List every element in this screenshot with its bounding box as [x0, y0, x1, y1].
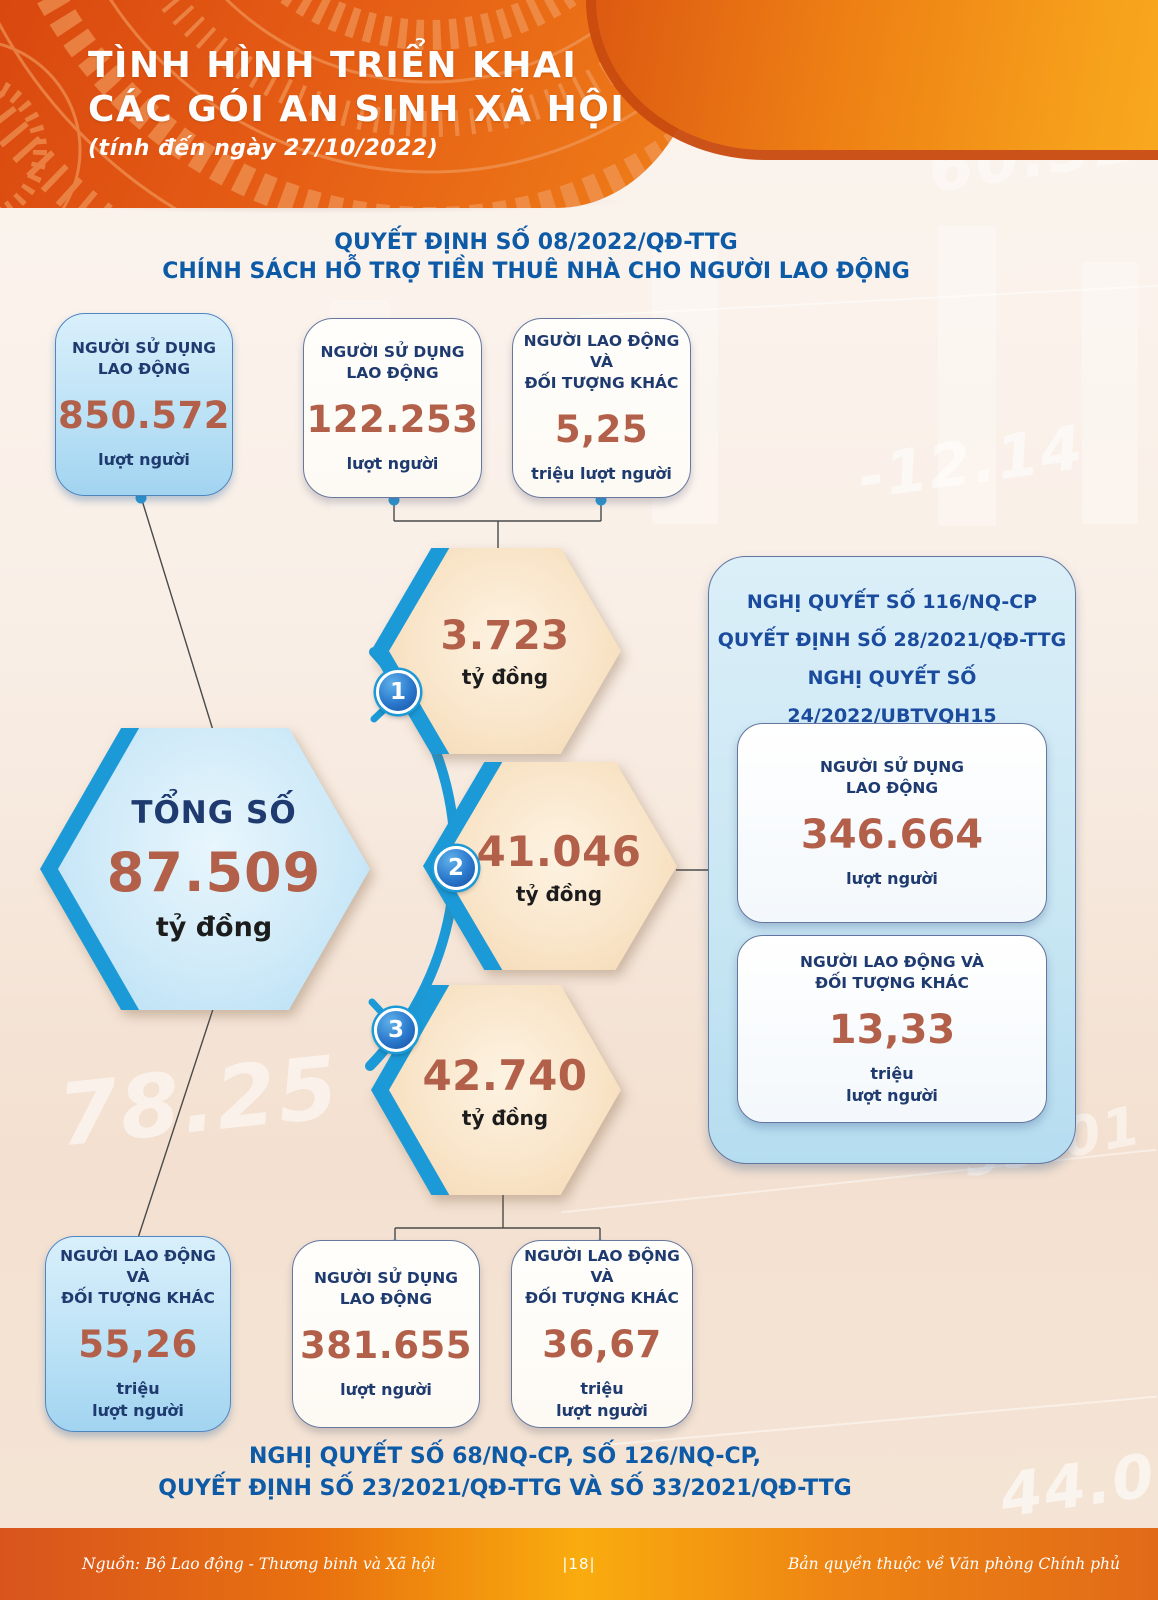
stat-card-value: 850.572: [57, 394, 231, 437]
stat-card-employers-346664: NGƯỜI SỬ DỤNG LAO ĐỘNG 346.664 lượt người: [737, 723, 1047, 923]
stat-card-unit: lượt người: [346, 453, 439, 473]
stat-card-label: NGƯỜI LAO ĐỘNG VÀ ĐỐI TƯỢNG KHÁC: [800, 952, 984, 992]
badge-number-3: 3: [374, 1008, 418, 1052]
stat-card-employers-381655: NGƯỜI SỬ DỤNG LAO ĐỘNG 381.655 lượt người: [292, 1240, 480, 1428]
stat-card-label: NGƯỜI SỬ DỤNG LAO ĐỘNG: [819, 757, 964, 797]
package3-hexagon: 42.740 tỷ đồng: [371, 985, 621, 1195]
page-title-line2: CÁC GÓI AN SINH XÃ HỘI: [88, 89, 626, 130]
section2-panel: NGHỊ QUYẾT SỐ 116/NQ-CP QUYẾT ĐỊNH SỐ 28…: [708, 556, 1076, 1164]
background-bar: [938, 226, 996, 526]
total-hexagon: TỔNG SỐ 87.509 tỷ đồng: [40, 728, 370, 1010]
total-unit: tỷ đồng: [155, 912, 273, 943]
package3-value: 42.740: [422, 1050, 588, 1100]
section3-heading-line2: QUYẾT ĐỊNH SỐ 23/2021/QĐ-TTG VÀ SỐ 33/20…: [158, 1476, 852, 1501]
stat-card-employers-122253: NGƯỜI SỬ DỤNG LAO ĐỘNG 122.253 lượt người: [303, 318, 482, 498]
stat-card-workers-5-25m: NGƯỜI LAO ĐỘNG VÀ ĐỐI TƯỢNG KHÁC 5,25 tri…: [512, 318, 691, 498]
page-title-date: (tính đến ngày 27/10/2022): [88, 136, 439, 161]
total-label: TỔNG SỐ: [131, 795, 297, 831]
package1-value: 3.723: [440, 613, 570, 659]
stat-card-label: NGƯỜI SỬ DỤNG LAO ĐỘNG: [320, 342, 465, 382]
stat-card-workers-55-26m: NGƯỜI LAO ĐỘNG VÀ ĐỐI TƯỢNG KHÁC 55,26 tr…: [45, 1236, 231, 1432]
stat-card-workers-13-33m: NGƯỜI LAO ĐỘNG VÀ ĐỐI TƯỢNG KHÁC 13,33 tr…: [737, 935, 1047, 1123]
page-title: TÌNH HÌNH TRIỂN KHAI CÁC GÓI AN SINH XÃ …: [88, 44, 625, 161]
stat-card-employers-850572: NGƯỜI SỬ DỤNG LAO ĐỘNG 850.572 lượt người: [55, 313, 233, 496]
stat-card-unit: triệu lượt người: [531, 464, 672, 483]
dong-son-drum-pattern: [0, 0, 706, 208]
section1-heading-line2: CHÍNH SÁCH HỖ TRỢ TIỀN THUÊ NHÀ CHO NGƯỜ…: [162, 259, 910, 284]
stat-card-label: NGƯỜI LAO ĐỘNG VÀ ĐỐI TƯỢNG KHÁC: [523, 332, 680, 392]
stat-card-label: NGƯỜI SỬ DỤNG LAO ĐỘNG: [313, 1268, 458, 1308]
stat-card-unit: lượt người: [340, 1379, 432, 1399]
stat-card-workers-36-67m: NGƯỜI LAO ĐỘNG VÀ ĐỐI TƯỢNG KHÁC 36,67 tr…: [511, 1240, 693, 1428]
section2-heading-line3: NGHỊ QUYẾT SỐ 24/2022/UBTVQH15: [787, 667, 997, 727]
section3-heading: NGHỊ QUYẾT SỐ 68/NQ-CP, SỐ 126/NQ-CP, QU…: [0, 1441, 1010, 1505]
footer-bar: Nguồn: Bộ Lao động - Thương binh và Xã h…: [0, 1528, 1158, 1600]
section1-heading: QUYẾT ĐỊNH SỐ 08/2022/QĐ-TTG CHÍNH SÁCH …: [0, 228, 1072, 286]
package2-unit: tỷ đồng: [515, 881, 603, 906]
stat-card-unit: lượt người: [846, 868, 938, 888]
badge-number-1: 1: [376, 670, 420, 714]
stat-card-unit: triệu lượt người: [556, 1379, 648, 1420]
stat-card-label: NGƯỜI LAO ĐỘNG VÀ ĐỐI TƯỢNG KHÁC: [60, 1247, 216, 1307]
package2-value: 41.046: [476, 826, 642, 876]
section2-heading: NGHỊ QUYẾT SỐ 116/NQ-CP QUYẾT ĐỊNH SỐ 28…: [709, 583, 1075, 735]
stat-card-label: NGƯỜI SỬ DỤNG LAO ĐỘNG: [71, 339, 216, 378]
header-swoosh: [596, 0, 1158, 150]
section3-heading-line1: NGHỊ QUYẾT SỐ 68/NQ-CP, SỐ 126/NQ-CP,: [248, 1444, 762, 1469]
total-value: 87.509: [106, 841, 322, 904]
stat-card-unit: triệu lượt người: [846, 1063, 938, 1105]
section2-heading-line2: QUYẾT ĐỊNH SỐ 28/2021/QĐ-TTG: [717, 629, 1067, 651]
package3-unit: tỷ đồng: [461, 1105, 549, 1130]
stat-card-unit: triệu lượt người: [92, 1379, 184, 1420]
package2-hexagon: 41.046 tỷ đồng: [423, 762, 677, 970]
stat-card-unit: lượt người: [98, 450, 190, 469]
stat-card-label: NGƯỜI LAO ĐỘNG VÀ ĐỐI TƯỢNG KHÁC: [524, 1247, 680, 1307]
background-bar: [1082, 262, 1138, 524]
footer-source: Nguồn: Bộ Lao động - Thương binh và Xã h…: [82, 1555, 436, 1573]
section1-heading-line1: QUYẾT ĐỊNH SỐ 08/2022/QĐ-TTG: [334, 230, 738, 255]
stat-card-value: 13,33: [828, 1006, 956, 1053]
package1-unit: tỷ đồng: [461, 665, 549, 689]
badge-number-2: 2: [434, 846, 478, 890]
stat-card-value: 381.655: [299, 1323, 473, 1367]
footer-page-number: |18|: [562, 1555, 596, 1573]
stat-card-value: 122.253: [306, 397, 479, 441]
package1-hexagon: 3.723 tỷ đồng: [371, 548, 621, 754]
page-title-line1: TÌNH HÌNH TRIỂN KHAI: [88, 45, 578, 86]
stat-card-value: 5,25: [554, 408, 649, 451]
header-banner: [0, 0, 706, 208]
stat-card-value: 55,26: [78, 1323, 198, 1366]
footer-copyright: Bản quyền thuộc về Văn phòng Chính phủ: [788, 1555, 1120, 1573]
section2-heading-line1: NGHỊ QUYẾT SỐ 116/NQ-CP: [746, 591, 1038, 613]
stat-card-value: 346.664: [800, 811, 984, 858]
stat-card-value: 36,67: [542, 1323, 662, 1366]
